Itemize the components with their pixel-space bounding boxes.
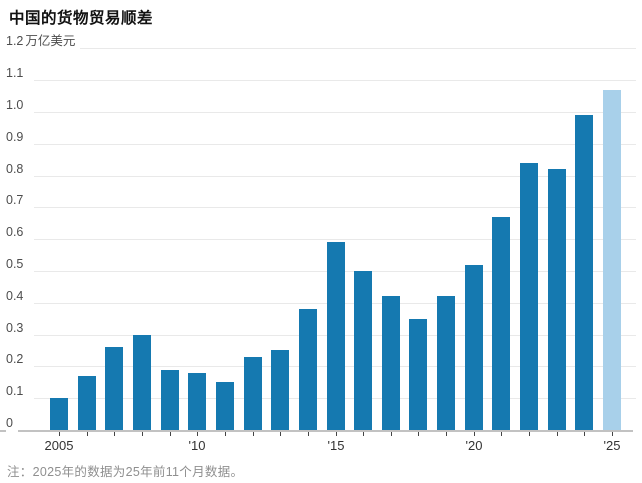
y-axis-label-1.1: 1.1 <box>6 66 29 83</box>
bar-2007 <box>105 347 123 430</box>
x-tick-2017 <box>391 432 392 436</box>
gridline-0.9 <box>34 144 636 145</box>
y-axis-label-1.2: 1.2 万亿美元 <box>6 34 81 51</box>
x-tick-2019 <box>446 432 447 436</box>
bar-2014 <box>299 309 317 430</box>
x-tick-2005 <box>59 432 60 436</box>
gridline-1.1 <box>34 80 636 81</box>
bar-2018 <box>409 319 427 430</box>
chart-footnote: 注：2025年的数据为25年前11个月数据。 <box>7 465 244 479</box>
x-tick-2012 <box>253 432 254 436</box>
y-axis-label-0.4: 0.4 <box>6 289 29 306</box>
gridline-0.8 <box>34 176 636 177</box>
bar-2005 <box>50 398 68 430</box>
y-axis-label-0.6: 0.6 <box>6 225 29 242</box>
bar-2009 <box>161 370 179 430</box>
chart-title: 中国的货物贸易顺差 <box>9 10 154 27</box>
x-axis-label-2005: 2005 <box>44 438 74 453</box>
x-tick-2024 <box>584 432 585 436</box>
gridline-1.2 <box>34 48 636 49</box>
x-axis-label-2020: '20 <box>465 438 483 453</box>
bar-2013 <box>271 350 289 430</box>
bar-2020 <box>465 265 483 430</box>
x-tick-2015 <box>336 432 337 436</box>
x-tick-2009 <box>170 432 171 436</box>
x-tick-2023 <box>557 432 558 436</box>
y-axis-label-0.8: 0.8 <box>6 162 29 179</box>
x-axis-label-2010: '10 <box>188 438 206 453</box>
bar-2024 <box>575 115 593 430</box>
y-axis-label-1.0: 1.0 <box>6 98 29 115</box>
y-axis-label-0.9: 0.9 <box>6 130 29 147</box>
x-tick-2007 <box>114 432 115 436</box>
x-tick-2021 <box>501 432 502 436</box>
bar-2023 <box>548 169 566 430</box>
bar-2022 <box>520 163 538 430</box>
bar-2025 <box>603 90 621 430</box>
y-axis-label-0: 0 <box>6 416 18 433</box>
y-axis-unit-label: 万亿美元 <box>25 34 76 48</box>
bar-2015 <box>327 242 345 430</box>
gridline-0.6 <box>34 239 636 240</box>
gridline-0.7 <box>34 207 636 208</box>
bar-2021 <box>492 217 510 430</box>
x-tick-2022 <box>529 432 530 436</box>
bar-2006 <box>78 376 96 430</box>
bar-2017 <box>382 296 400 430</box>
x-tick-2006 <box>87 432 88 436</box>
y-axis-label-0.5: 0.5 <box>6 257 29 274</box>
y-axis-label-0.7: 0.7 <box>6 193 29 210</box>
bar-2016 <box>354 271 372 430</box>
bar-2010 <box>188 373 206 430</box>
x-tick-2016 <box>363 432 364 436</box>
x-tick-2010 <box>197 432 198 436</box>
y-axis-label-0.2: 0.2 <box>6 352 29 369</box>
x-tick-2018 <box>418 432 419 436</box>
x-tick-2025 <box>612 432 613 436</box>
x-axis-label-2025: '25 <box>603 438 621 453</box>
bar-2008 <box>133 335 151 430</box>
gridline-1.0 <box>34 112 636 113</box>
x-tick-2020 <box>474 432 475 436</box>
x-tick-2008 <box>142 432 143 436</box>
x-tick-2011 <box>225 432 226 436</box>
bar-2019 <box>437 296 455 430</box>
x-axis-label-2015: '15 <box>327 438 345 453</box>
y-axis-label-0.1: 0.1 <box>6 384 29 401</box>
x-axis-line <box>0 430 633 432</box>
bar-2012 <box>244 357 262 430</box>
x-tick-2014 <box>308 432 309 436</box>
x-tick-2013 <box>280 432 281 436</box>
y-axis-label-0.3: 0.3 <box>6 321 29 338</box>
bar-2011 <box>216 382 234 430</box>
